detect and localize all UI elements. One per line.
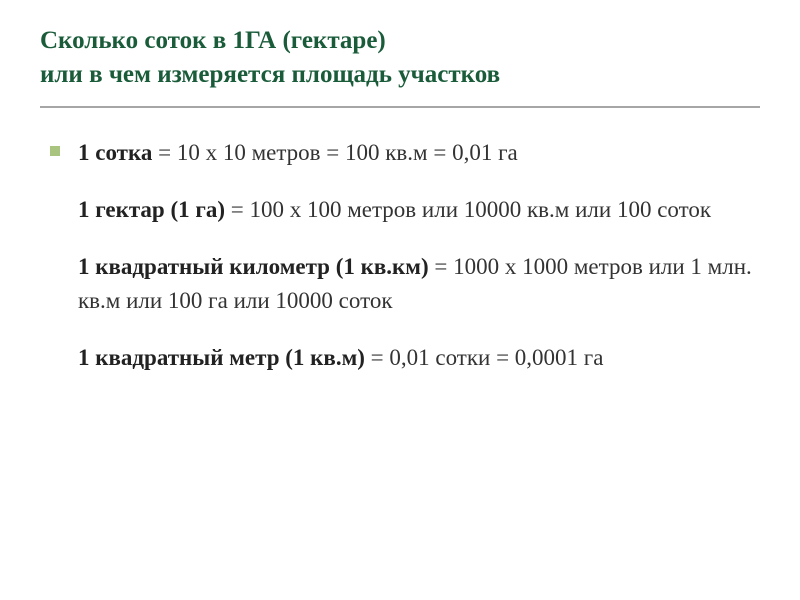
body-text: 1 сотка = 10 х 10 метров = 100 кв.м = 0,…: [78, 136, 760, 375]
square-bullet-icon: [50, 146, 60, 156]
def-sotka: = 10 х 10 метров = 100 кв.м = 0,01 га: [152, 140, 517, 165]
term-sqm: 1 квадратный метр (1 кв.м): [78, 345, 365, 370]
title-line-1: Сколько соток в 1ГА (гектаре): [40, 24, 760, 58]
title-block: Сколько соток в 1ГА (гектаре) или в чем …: [40, 20, 760, 108]
slide: Сколько соток в 1ГА (гектаре) или в чем …: [0, 0, 800, 600]
term-hectare: 1 гектар (1 га): [78, 197, 225, 222]
def-sqm: = 0,01 сотки = 0,0001 га: [365, 345, 604, 370]
def-hectare: = 100 х 100 метров или 10000 кв.м или 10…: [225, 197, 711, 222]
title-line-2: или в чем измеряется площадь участков: [40, 58, 760, 92]
term-sqkm: 1 квадратный километр (1 кв.км): [78, 254, 429, 279]
bullet-row: 1 сотка = 10 х 10 метров = 100 кв.м = 0,…: [50, 136, 760, 375]
term-sotka: 1 сотка: [78, 140, 152, 165]
content-area: 1 сотка = 10 х 10 метров = 100 кв.м = 0,…: [40, 136, 760, 375]
